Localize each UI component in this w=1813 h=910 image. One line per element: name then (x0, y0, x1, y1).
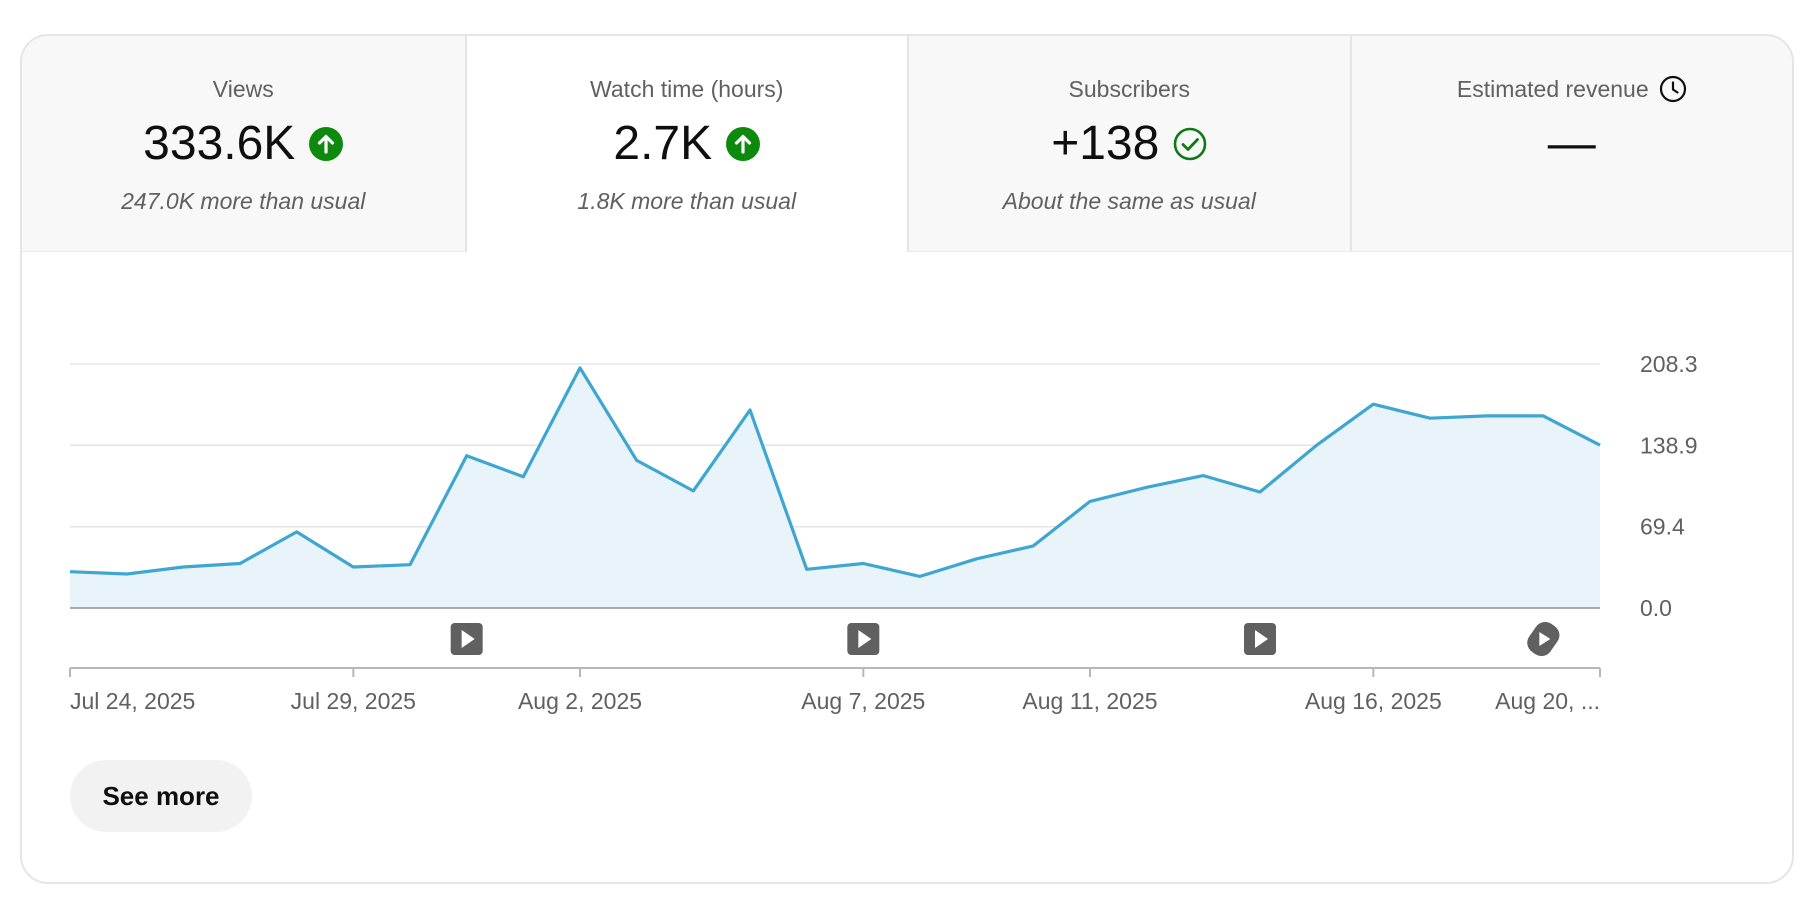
tab-views[interactable]: Views 333.6K 247.0K more than usual (22, 36, 465, 252)
metric-tabs: Views 333.6K 247.0K more than usual Watc… (22, 36, 1792, 252)
clock-icon (1659, 75, 1687, 103)
tab-estimated-revenue[interactable]: Estimated revenue — (1349, 36, 1793, 252)
tab-value: +138 (909, 114, 1350, 174)
tab-subtitle: 1.8K more than usual (577, 188, 797, 214)
revenue-value: — (1547, 117, 1596, 170)
tab-watch-time[interactable]: Watch time (hours) 2.7K 1.8K more than u… (464, 36, 908, 252)
tab-title: Estimated revenue (1352, 74, 1793, 104)
tab-title: Subscribers (1068, 76, 1190, 102)
subscribers-value: +138 (1051, 117, 1160, 170)
tab-subtitle: 247.0K more than usual (121, 188, 366, 214)
tab-value: 333.6K (22, 114, 465, 174)
tab-value: — (1352, 114, 1793, 174)
tab-value: 2.7K (467, 114, 908, 174)
check-circle-icon (1173, 127, 1207, 161)
see-more-button[interactable]: See more (70, 760, 252, 832)
arrow-up-circle-icon (309, 127, 344, 161)
arrow-up-circle-icon (726, 127, 761, 161)
play-square-icon[interactable] (1244, 623, 1276, 655)
shorts-icon[interactable] (1523, 618, 1564, 661)
views-value: 333.6K (143, 117, 296, 170)
play-square-icon[interactable] (847, 623, 880, 655)
watch-time-value: 2.7K (613, 117, 713, 170)
tab-title: Watch time (hours) (590, 76, 784, 102)
analytics-card: Views 333.6K 247.0K more than usual Watc… (20, 34, 1794, 884)
tab-subscribers[interactable]: Subscribers +138 About the same as usual (907, 36, 1350, 252)
tab-title: Views (212, 76, 274, 102)
play-square-icon[interactable] (450, 623, 483, 655)
tab-subtitle: About the same as usual (1002, 188, 1256, 214)
